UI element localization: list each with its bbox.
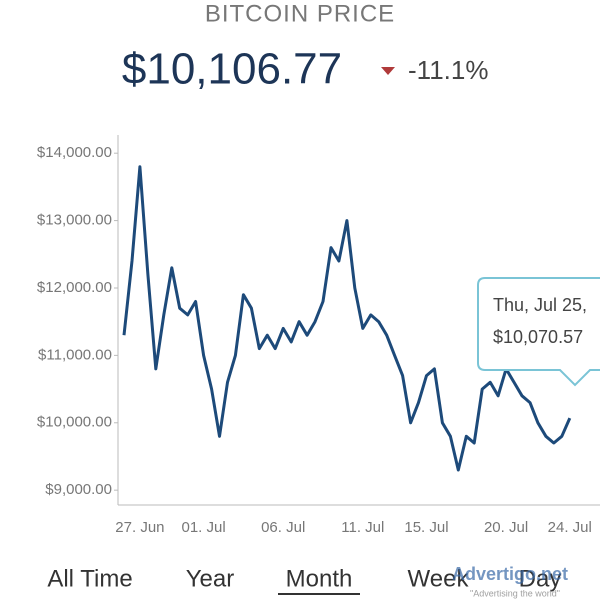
- y-tick-label: $12,000.00: [37, 279, 112, 296]
- chart-title: BITCOIN PRICE: [205, 0, 395, 27]
- x-tick-label: 24. Jul: [548, 519, 592, 536]
- tab[interactable]: Day: [519, 565, 562, 592]
- y-tick-label: $11,000.00: [38, 346, 112, 363]
- watermark-slogan: "Advertising the world": [470, 588, 560, 598]
- y-tick-label: $13,000.00: [37, 212, 112, 229]
- tab[interactable]: Month: [286, 565, 353, 592]
- y-tick-label: $10,000.00: [37, 414, 112, 431]
- tab[interactable]: All Time: [47, 565, 132, 592]
- change: -11.1%: [408, 55, 488, 85]
- tooltip-price: $10,070.57: [493, 327, 583, 347]
- tab[interactable]: Week: [408, 565, 470, 592]
- x-tick-label: 15. Jul: [404, 519, 448, 536]
- watermark: Advertigo.net: [452, 564, 568, 584]
- x-tick-label: 11. Jul: [341, 519, 384, 536]
- tab[interactable]: Year: [186, 565, 235, 592]
- y-tick-label: $14,000.00: [37, 144, 112, 161]
- price-line: [122, 165, 572, 472]
- x-tick-label: 01. Jul: [181, 519, 225, 536]
- plot: $9,000.00 $10,000.00 $11,000.00 $12,000.00 $…: [37, 144, 592, 536]
- tabs: All Time Year Month Week Day: [47, 565, 562, 595]
- price: $10,106.77: [122, 45, 342, 94]
- x-tick-label: 06. Jul: [261, 519, 305, 536]
- x-tick-label: 27. Jun: [115, 519, 164, 536]
- y-tick-label: $9,000.00: [45, 481, 112, 498]
- down-arrow: [381, 67, 395, 75]
- tooltip-date: Thu, Jul 25,: [493, 295, 587, 315]
- x-tick-label: 20. Jul: [484, 519, 528, 536]
- tooltip-box: [477, 277, 600, 387]
